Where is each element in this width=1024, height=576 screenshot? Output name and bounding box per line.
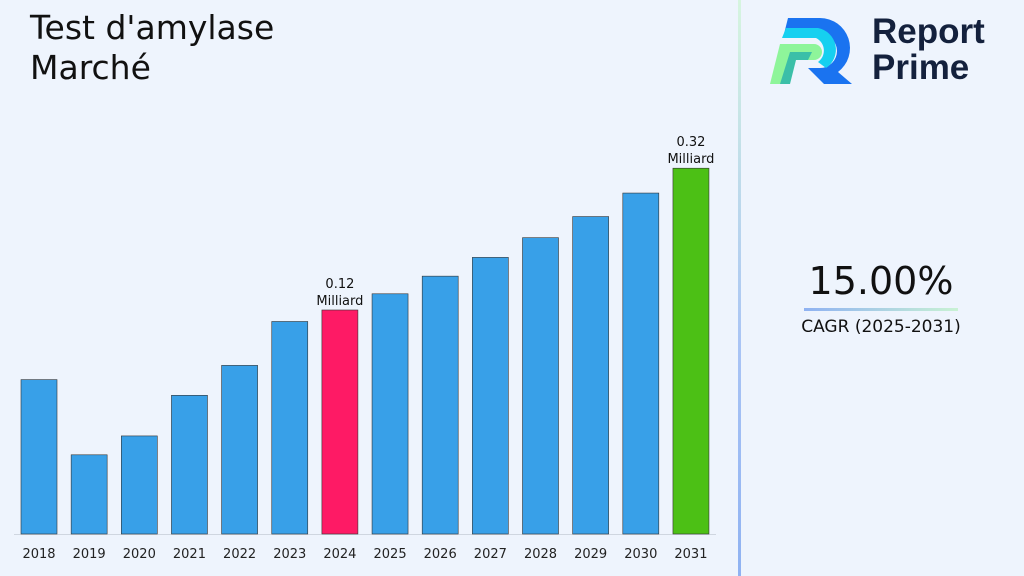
logo-text-report: Report (872, 12, 985, 51)
bar-2019 (70, 454, 108, 535)
bar-2020 (121, 435, 158, 535)
x-tick-label: 2020 (123, 547, 156, 562)
x-tick-label: 2024 (323, 547, 356, 562)
x-tick-label: 2029 (574, 547, 607, 562)
bar-2025 (371, 293, 409, 535)
bar-chart: 2018 2019 2020 2021 2022 2023 2024 0.12 Milliard… (14, 135, 716, 562)
bar-2027 (472, 257, 509, 535)
x-tick-label: 2023 (273, 547, 306, 562)
bar-2026 (421, 275, 459, 535)
x-tick-label: 2028 (524, 547, 557, 562)
data-label-unit: Milliard (316, 294, 363, 309)
bar-2029 (572, 216, 609, 535)
x-tick-label: 2019 (73, 547, 106, 562)
x-tick-label: 2030 (624, 547, 657, 562)
x-tick-label: 2022 (223, 547, 256, 562)
cagr-panel: 15.00% CAGR (2025-2031) (784, 258, 978, 337)
cagr-label: CAGR (2025-2031) (801, 317, 961, 337)
bar-2030 (622, 192, 660, 535)
bar-2028 (522, 237, 559, 535)
logo-mark-icon (770, 18, 852, 84)
x-tick-label: 2018 (22, 547, 55, 562)
title-line-2: Marché (30, 48, 151, 87)
chart-title: Test d'amylase Marché (30, 8, 430, 88)
bar-2018 (20, 379, 58, 535)
title-line-1: Test d'amylase (30, 8, 275, 47)
cagr-underline (804, 308, 958, 311)
bar-2031 (672, 167, 710, 535)
data-label-value: 0.32 (676, 135, 705, 150)
report-prime-logo: Report Prime (768, 14, 1008, 88)
bar-2021 (171, 395, 208, 535)
bar-2022 (221, 365, 258, 535)
x-tick-label: 2031 (674, 547, 707, 562)
logo-text-prime: Prime (872, 48, 970, 87)
data-label-value: 0.12 (325, 277, 354, 292)
data-label-unit: Milliard (667, 152, 714, 167)
x-tick-label: 2025 (374, 547, 407, 562)
x-tick-label: 2021 (173, 547, 206, 562)
x-tick-label: 2026 (424, 547, 457, 562)
divider (738, 0, 741, 576)
cagr-value: 15.00% (808, 259, 954, 303)
bar-2024 (321, 309, 359, 535)
bar-2023 (271, 321, 309, 535)
x-tick-label: 2027 (474, 547, 507, 562)
